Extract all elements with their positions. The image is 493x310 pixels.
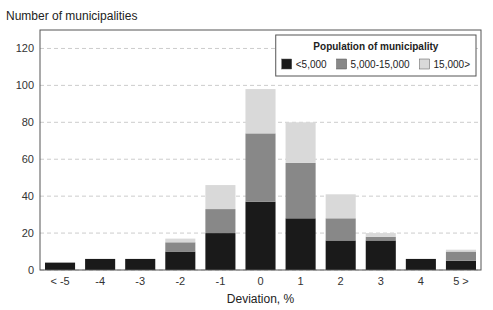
- x-tick-label: 3: [378, 275, 384, 287]
- y-tick-label: 120: [16, 42, 34, 54]
- bar-segment: [85, 259, 115, 270]
- y-tick-label: 40: [22, 190, 34, 202]
- legend: Population of municipality <5,000 5,000-15…: [276, 35, 476, 76]
- bar-segment: [125, 259, 155, 270]
- y-tick-label: 100: [16, 79, 34, 91]
- bars: [45, 89, 476, 270]
- x-tick-label: -3: [135, 275, 145, 287]
- bar-segment: [245, 89, 275, 133]
- legend-swatch: [337, 59, 347, 69]
- bar-segment: [366, 237, 396, 241]
- y-tick-label: 0: [28, 264, 34, 276]
- bar-segment: [326, 218, 356, 240]
- legend-entry: <5,000: [296, 59, 327, 70]
- x-tick-label: 5 >: [453, 275, 469, 287]
- bar-segment: [85, 258, 115, 259]
- x-tick-label: 4: [418, 275, 424, 287]
- bar-segment: [245, 133, 275, 201]
- bar-segment: [406, 258, 436, 259]
- bar-segment: [205, 185, 235, 209]
- y-tick-label: 20: [22, 227, 34, 239]
- bar-segment: [366, 233, 396, 237]
- x-tick-label: < -5: [50, 275, 69, 287]
- legend-swatch: [282, 59, 292, 69]
- x-axis-label: Deviation, %: [227, 292, 295, 306]
- x-tick-label: -4: [95, 275, 105, 287]
- bar-segment: [446, 252, 476, 261]
- grid-line: [40, 85, 481, 86]
- x-tick-label: -1: [216, 275, 226, 287]
- bar-segment: [165, 239, 195, 243]
- bar-segment: [125, 258, 155, 259]
- bar-segment: [286, 122, 316, 163]
- bar-segment: [165, 242, 195, 251]
- bar-segment: [406, 259, 436, 270]
- bar-segment: [125, 258, 155, 259]
- chart: 0 20 40 60 80 100 120 < -5 -4 -3 -2 -1 0 1 2 3 4 5 > Devia…: [0, 0, 493, 310]
- x-tick-label: 2: [338, 275, 344, 287]
- y-tick-label: 80: [22, 116, 34, 128]
- y-tick-label: 60: [22, 153, 34, 165]
- bar-segment: [286, 218, 316, 270]
- bar-segment: [45, 263, 75, 270]
- legend-box: [276, 35, 476, 76]
- y-axis-label: Number of municipalities: [6, 9, 137, 23]
- bar-segment: [286, 163, 316, 218]
- bar-segment: [205, 209, 235, 233]
- x-tick-label: -2: [175, 275, 185, 287]
- bar-segment: [245, 202, 275, 270]
- bar-segment: [45, 262, 75, 263]
- bar-segment: [406, 258, 436, 259]
- bar-segment: [205, 233, 235, 270]
- bar-segment: [85, 258, 115, 259]
- bar-segment: [326, 240, 356, 270]
- legend-entry: 5,000-15,000: [351, 59, 410, 70]
- legend-entry: 15,000>: [434, 59, 471, 70]
- x-tick-label: 1: [298, 275, 304, 287]
- chart-container: 0 20 40 60 80 100 120 < -5 -4 -3 -2 -1 0 1 2 3 4 5 > Devia…: [0, 0, 493, 310]
- bar-segment: [45, 262, 75, 263]
- plot-frame: [40, 30, 481, 270]
- bar-segment: [326, 194, 356, 218]
- bar-segment: [446, 250, 476, 252]
- legend-title: Population of municipality: [313, 41, 438, 52]
- bar-segment: [165, 252, 195, 270]
- bar-segment: [446, 261, 476, 270]
- legend-swatch: [420, 59, 430, 69]
- x-tick-label: 0: [257, 275, 263, 287]
- bar-segment: [366, 240, 396, 270]
